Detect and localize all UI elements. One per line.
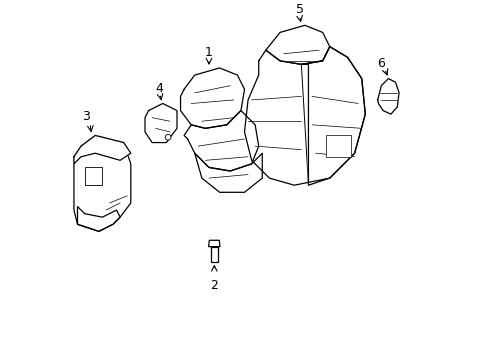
Text: 1: 1	[204, 46, 212, 59]
Polygon shape	[145, 103, 177, 143]
Polygon shape	[74, 135, 130, 231]
Polygon shape	[265, 25, 329, 64]
Polygon shape	[77, 207, 120, 231]
Polygon shape	[210, 247, 218, 262]
Polygon shape	[377, 78, 398, 114]
Polygon shape	[208, 240, 220, 247]
Polygon shape	[183, 111, 258, 171]
Polygon shape	[194, 153, 262, 192]
Polygon shape	[74, 135, 130, 164]
Text: 4: 4	[155, 82, 163, 95]
Text: 2: 2	[210, 279, 218, 292]
Polygon shape	[325, 135, 350, 157]
Text: 6: 6	[377, 57, 385, 70]
Circle shape	[165, 134, 171, 140]
Polygon shape	[84, 167, 102, 185]
Text: 3: 3	[82, 110, 90, 123]
Polygon shape	[180, 68, 244, 129]
Polygon shape	[301, 47, 365, 185]
Text: 5: 5	[295, 4, 303, 17]
Polygon shape	[244, 47, 365, 185]
